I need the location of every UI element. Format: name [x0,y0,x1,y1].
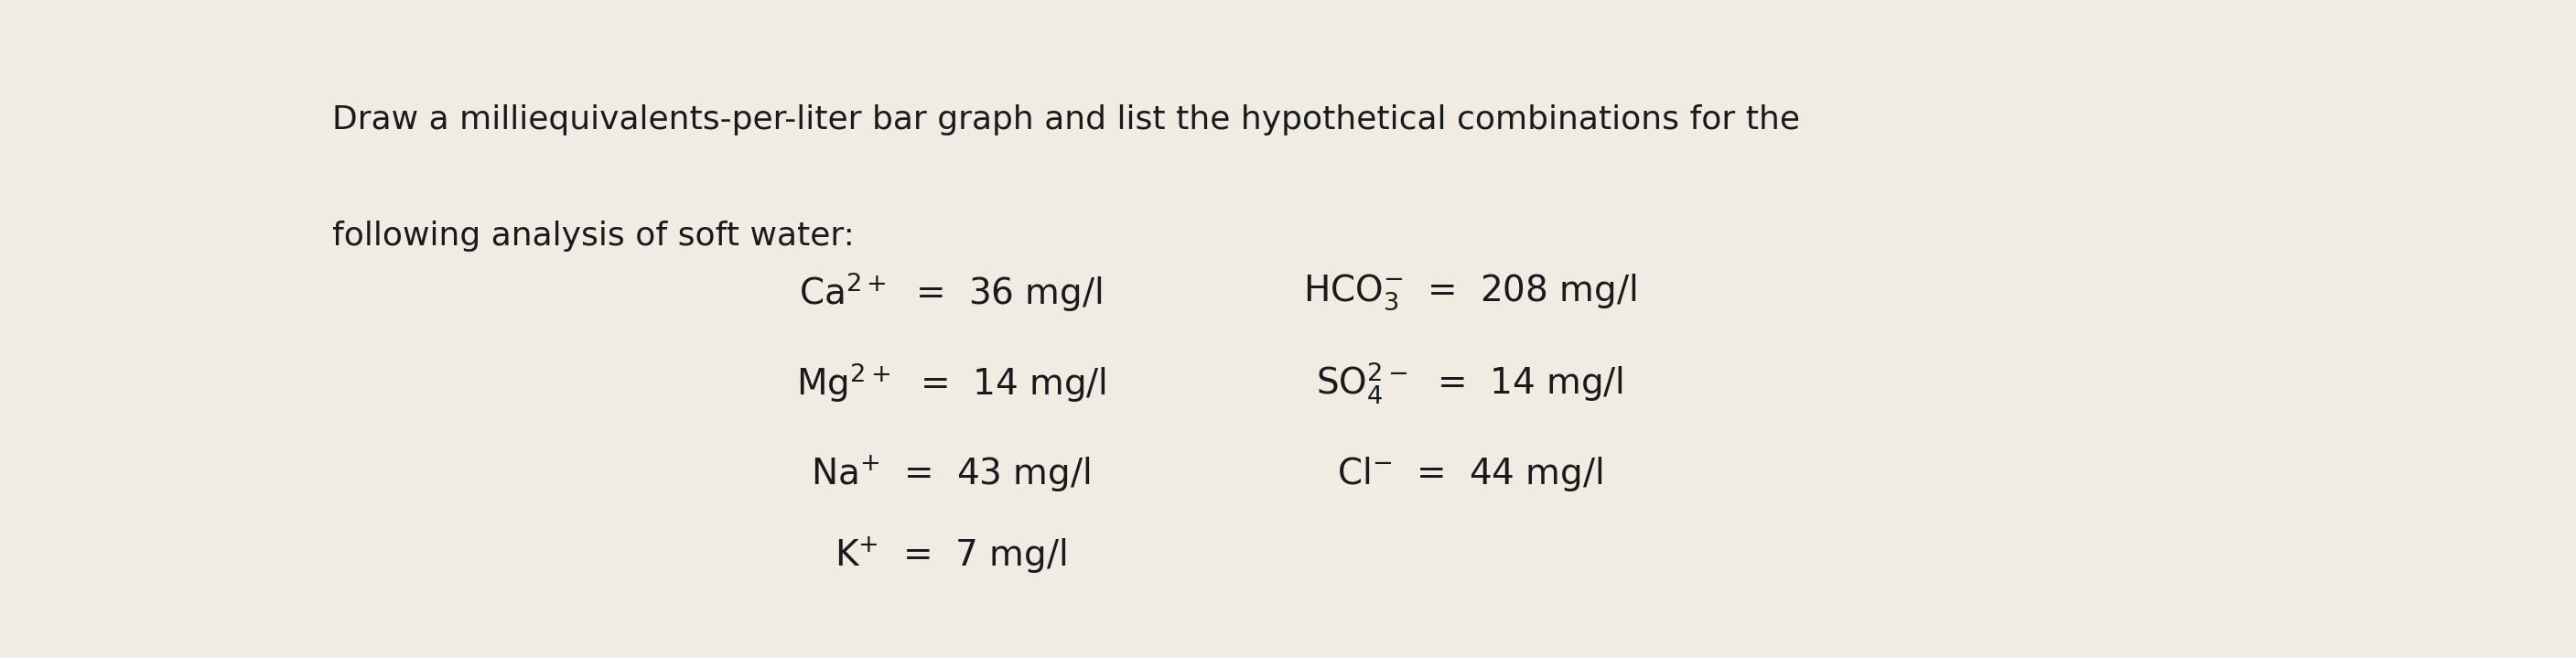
Text: SO$_4^{2-}$  =  14 mg/l: SO$_4^{2-}$ = 14 mg/l [1316,360,1623,406]
Text: K$^{+}$  =  7 mg/l: K$^{+}$ = 7 mg/l [835,535,1066,576]
Text: Mg$^{2+}$  =  14 mg/l: Mg$^{2+}$ = 14 mg/l [796,361,1105,405]
Text: Na$^{+}$  =  43 mg/l: Na$^{+}$ = 43 mg/l [811,454,1090,494]
Text: HCO$_3^{-}$  =  208 mg/l: HCO$_3^{-}$ = 208 mg/l [1303,272,1636,312]
Text: Cl$^{-}$  =  44 mg/l: Cl$^{-}$ = 44 mg/l [1337,455,1602,494]
Text: Draw a milliequivalents-per-liter bar graph and list the hypothetical combinatio: Draw a milliequivalents-per-liter bar gr… [332,105,1801,136]
Text: following analysis of soft water:: following analysis of soft water: [332,221,855,252]
Text: Ca$^{2+}$  =  36 mg/l: Ca$^{2+}$ = 36 mg/l [799,270,1103,314]
